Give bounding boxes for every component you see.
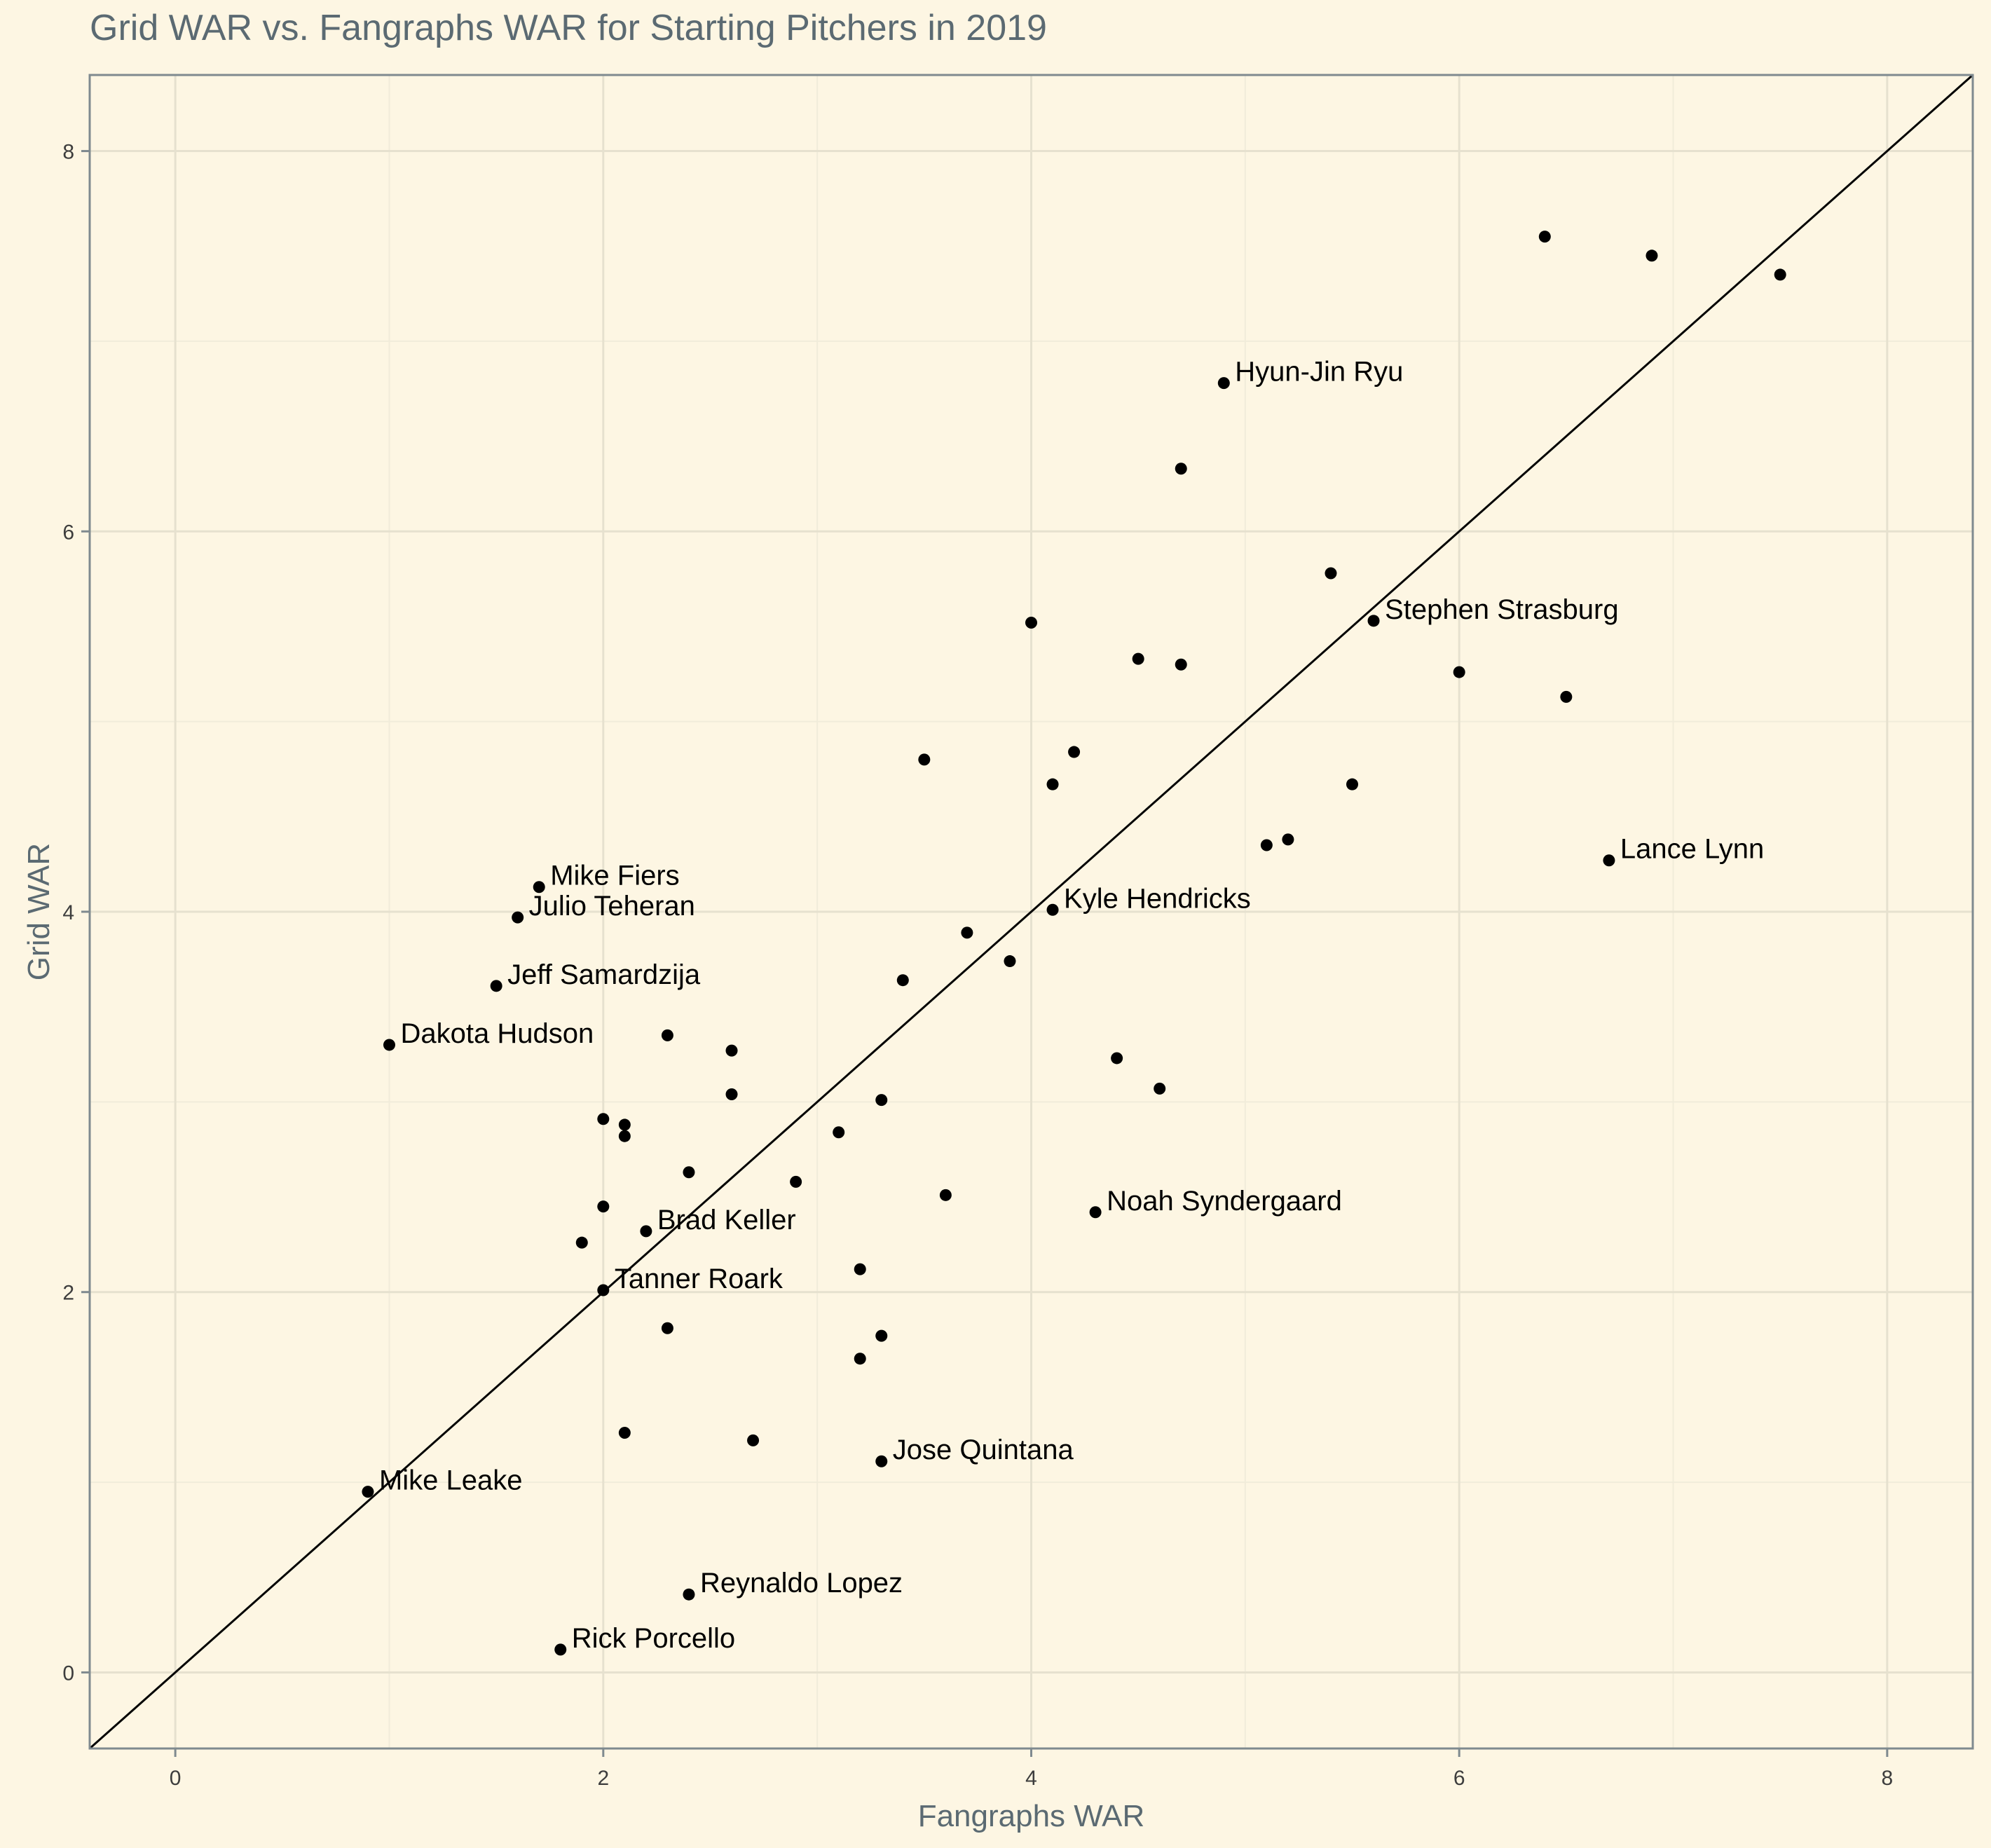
- data-point: [1560, 690, 1573, 703]
- data-point: [1603, 854, 1615, 867]
- point-label: Reynaldo Lopez: [700, 1568, 903, 1599]
- data-point: [490, 980, 502, 992]
- data-point: [833, 1126, 845, 1139]
- point-label: Julio Teheran: [529, 891, 695, 922]
- reference-line-y-equals-x: [89, 74, 1973, 1750]
- data-point: [661, 1029, 673, 1041]
- data-point: [618, 1427, 631, 1439]
- data-point: [1367, 615, 1380, 627]
- data-point: [597, 1284, 610, 1296]
- data-point: [725, 1088, 738, 1101]
- point-label: Stephen Strasburg: [1385, 594, 1619, 625]
- data-point: [875, 1329, 888, 1342]
- data-point: [1282, 833, 1294, 846]
- data-point: [747, 1434, 760, 1446]
- y-tick-label: 8: [62, 141, 74, 164]
- data-point: [854, 1353, 866, 1365]
- data-point: [640, 1225, 652, 1238]
- y-tick-label: 0: [62, 1662, 74, 1685]
- data-point: [1217, 377, 1230, 390]
- point-label: Brad Keller: [657, 1205, 796, 1236]
- x-tick-label: 0: [170, 1767, 182, 1790]
- data-point: [1325, 567, 1337, 580]
- point-label: Tanner Roark: [615, 1264, 784, 1294]
- data-point: [1175, 658, 1187, 671]
- data-point: [790, 1175, 802, 1188]
- data-point: [554, 1643, 567, 1656]
- y-tick-label: 2: [62, 1282, 74, 1305]
- data-point: [533, 881, 545, 894]
- data-point: [875, 1094, 888, 1107]
- data-point: [1774, 268, 1786, 281]
- x-tick-label: 2: [597, 1767, 609, 1790]
- data-point: [961, 926, 973, 939]
- data-points: [362, 231, 1786, 1656]
- point-label: Jose Quintana: [893, 1435, 1074, 1465]
- data-point: [1646, 249, 1658, 262]
- data-point: [918, 753, 931, 766]
- x-axis-ticks: 0 2 4 6 8: [170, 1748, 1893, 1790]
- data-point: [618, 1118, 631, 1131]
- data-point: [1538, 231, 1551, 243]
- data-point: [683, 1166, 695, 1179]
- data-point: [1068, 746, 1081, 758]
- data-point: [1111, 1052, 1123, 1065]
- point-label: Jeff Samardzija: [507, 959, 701, 990]
- data-point: [661, 1322, 673, 1334]
- data-point: [597, 1113, 610, 1125]
- data-point: [725, 1044, 738, 1057]
- x-axis-title: Fangraphs WAR: [918, 1799, 1145, 1833]
- data-point: [512, 911, 524, 924]
- data-point: [1154, 1082, 1166, 1095]
- data-point: [683, 1588, 695, 1601]
- data-point: [896, 974, 909, 987]
- point-label: Mike Fiers: [550, 861, 679, 891]
- x-tick-label: 6: [1453, 1767, 1465, 1790]
- point-label: Kyle Hendricks: [1064, 883, 1251, 914]
- data-point: [575, 1236, 588, 1249]
- data-point: [618, 1130, 631, 1142]
- data-point: [939, 1189, 952, 1201]
- data-point: [1089, 1206, 1102, 1219]
- y-tick-label: 4: [62, 901, 74, 924]
- point-label: Rick Porcello: [572, 1623, 735, 1654]
- data-point: [1004, 955, 1016, 968]
- data-point: [854, 1263, 866, 1275]
- x-tick-label: 8: [1882, 1767, 1894, 1790]
- x-tick-label: 4: [1025, 1767, 1037, 1790]
- data-point: [1453, 666, 1465, 678]
- point-labels: Hyun-Jin Ryu Stephen Strasburg Lance Lynn M…: [379, 357, 1764, 1654]
- data-point: [383, 1039, 395, 1051]
- point-label: Lance Lynn: [1620, 834, 1764, 865]
- chart-title: Grid WAR vs. Fangraphs WAR for Starting …: [90, 8, 1047, 48]
- point-label: Hyun-Jin Ryu: [1235, 357, 1403, 388]
- point-label: Dakota Hudson: [400, 1018, 594, 1049]
- point-label: Mike Leake: [379, 1465, 523, 1496]
- y-axis-title: Grid WAR: [22, 843, 56, 980]
- data-point: [1260, 839, 1273, 851]
- y-axis-ticks: 0 2 4 6 8: [62, 141, 90, 1685]
- y-tick-label: 6: [62, 521, 74, 544]
- data-point: [597, 1200, 610, 1213]
- data-point: [362, 1486, 374, 1498]
- data-point: [1175, 463, 1187, 475]
- data-point: [875, 1455, 888, 1467]
- data-point: [1046, 778, 1059, 790]
- data-point: [1132, 652, 1144, 665]
- data-point: [1046, 903, 1059, 916]
- data-point: [1025, 617, 1037, 629]
- data-point: [1346, 778, 1359, 790]
- point-label: Noah Syndergaard: [1107, 1186, 1342, 1217]
